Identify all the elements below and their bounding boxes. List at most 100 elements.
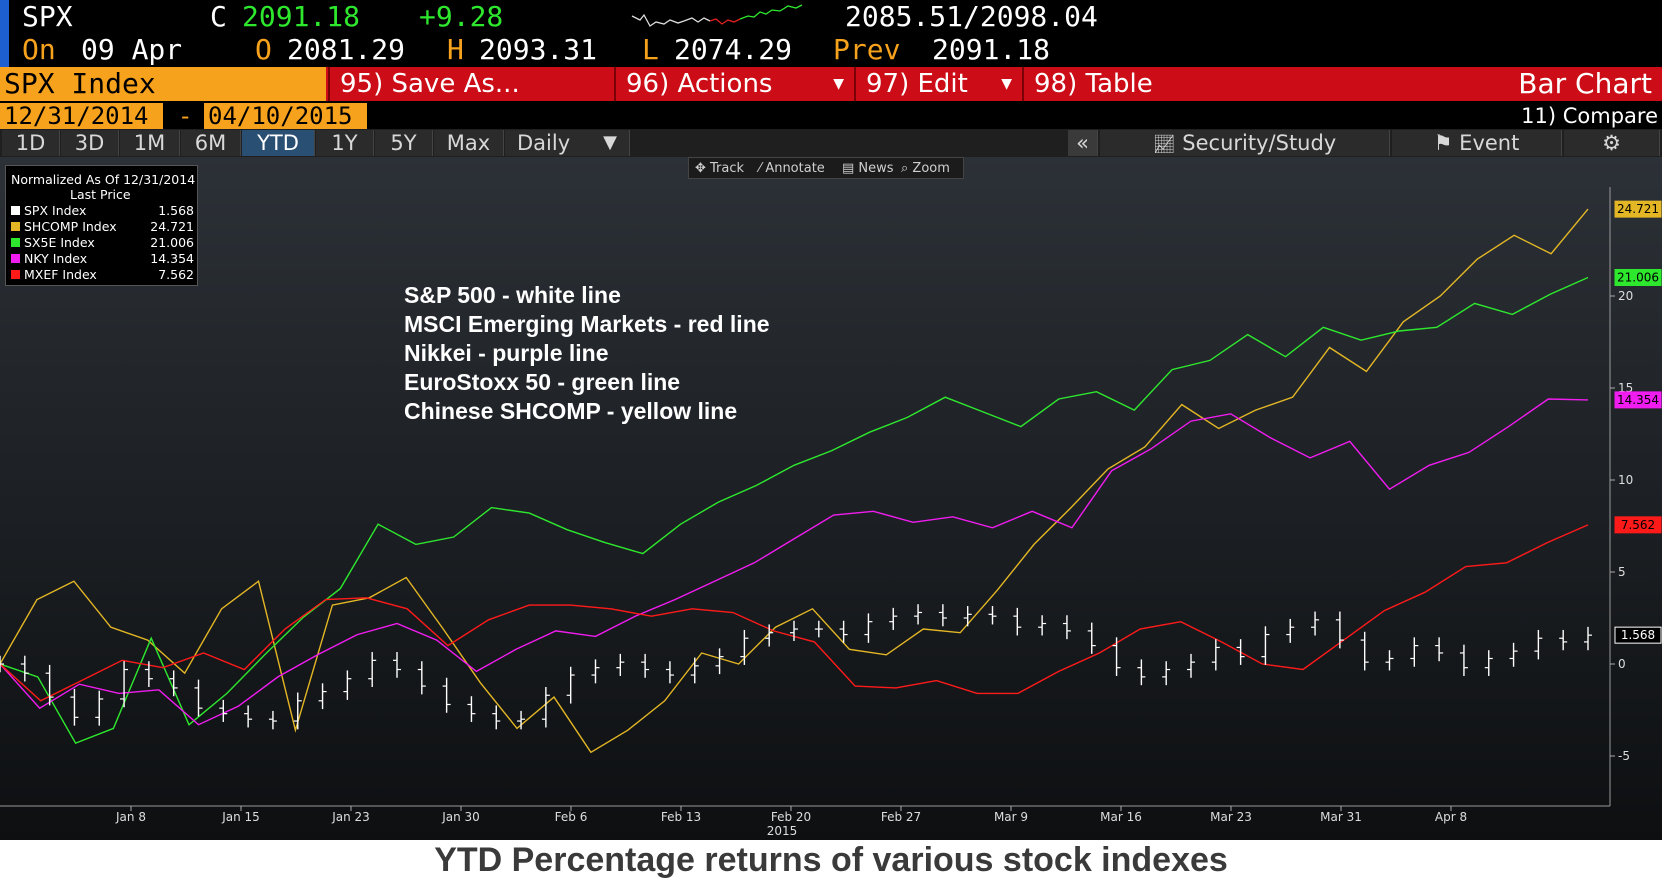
last-value-tag	[1614, 268, 1662, 286]
x-tick-label: Jan 30	[441, 810, 480, 824]
legend-name: SHCOMP Index	[24, 219, 117, 234]
on-label: On	[22, 33, 56, 66]
high-label: H	[447, 33, 464, 66]
actions-menu[interactable]: 96) Actions ▼	[614, 67, 854, 101]
ticker: SPX	[22, 0, 73, 33]
legend-title: Normalized As Of 12/31/2014	[11, 172, 196, 187]
chart-type-title: Bar Chart	[1518, 67, 1652, 100]
frequency-dropdown[interactable]: Daily ▼	[505, 130, 630, 156]
settings-button[interactable]: ⚙	[1564, 130, 1660, 156]
tab-max[interactable]: Max	[434, 130, 504, 156]
tab-1d[interactable]: 1D	[2, 130, 60, 156]
event-label: Event	[1459, 131, 1520, 155]
x-tick-label: Feb 20	[771, 810, 811, 824]
tab-6m[interactable]: 6M	[181, 130, 241, 156]
annotation-text: S&P 500 - white line MSCI Emerging Marke…	[404, 281, 770, 426]
y-tick-label: -5	[1618, 749, 1630, 763]
edit-dropdown-icon: ▼	[1001, 76, 1012, 92]
series-line-sx5e	[0, 276, 1589, 744]
x-tick-label: Jan 8	[115, 810, 146, 824]
date-separator: -	[178, 102, 193, 130]
open-price: 2081.29	[287, 33, 406, 66]
date-range-row: 12/31/2014 - 04/10/2015 11) Compare	[0, 101, 1662, 129]
legend-value: 21.006	[150, 235, 194, 250]
legend-swatch	[11, 222, 20, 231]
frequency-label: Daily	[517, 131, 571, 155]
actions-dropdown-icon: ▼	[833, 76, 844, 92]
chart-area[interactable]: -5 0 5 10 15 20 Jan 8 Jan 15 Jan 23 Jan 30 Feb 6 Fe…	[0, 157, 1662, 840]
menu-bar: SPX Index 95) Save As... 96) Actions ▼ 9…	[0, 67, 1662, 101]
tab-1y[interactable]: 1Y	[316, 130, 374, 156]
series-line-mxef	[0, 524, 1589, 702]
last-value-tag	[1614, 516, 1662, 534]
quote-row-2: On 09 Apr O 2081.29 H 2093.31 L 2074.29 …	[0, 33, 1662, 67]
tab-5y[interactable]: 5Y	[375, 130, 433, 156]
security-study-button[interactable]: 📈︎ Security/Study	[1100, 130, 1390, 156]
legend-swatch	[11, 238, 20, 247]
zoom-tool[interactable]: ⌕ Zoom	[901, 161, 950, 176]
open-label: O	[255, 33, 272, 66]
annotate-tool[interactable]: ⁄ Annotate	[759, 161, 825, 176]
x-tick-label: Mar 23	[1210, 810, 1252, 824]
event-button[interactable]: ⚑ Event	[1392, 130, 1562, 156]
news-tool[interactable]: ▤ News	[842, 161, 894, 176]
x-tick-label: Mar 31	[1320, 810, 1362, 824]
security-marker-2	[0, 33, 9, 67]
track-tool[interactable]: ✥ Track	[695, 161, 745, 176]
legend-value: 1.568	[158, 203, 194, 218]
legend-value: 14.354	[150, 251, 194, 266]
security-field[interactable]: SPX Index	[0, 67, 326, 101]
security-marker	[0, 0, 9, 34]
collapse-button[interactable]: «	[1068, 130, 1098, 156]
last-value-label: 14.354	[1617, 393, 1659, 407]
high-price: 2093.31	[479, 33, 598, 66]
save-as-menu[interactable]: 95) Save As...	[328, 67, 614, 101]
y-tick-label: 20	[1618, 289, 1633, 303]
series-line-nky	[0, 398, 1589, 726]
legend-item-mxef: MXEF Index 7.562	[11, 267, 194, 282]
tab-3d[interactable]: 3D	[61, 130, 119, 156]
x-tick-label: Mar 16	[1100, 810, 1142, 824]
tab-1m[interactable]: 1M	[120, 130, 180, 156]
prev-label: Prev	[833, 33, 901, 66]
low-label: L	[642, 33, 659, 66]
chart-toolbar: ✥ Track ⁄ Annotate ▤ News ⌕ Zoom	[688, 157, 964, 179]
legend-item-spx: SPX Index 1.568	[11, 203, 194, 218]
y-tick-label: 10	[1618, 473, 1633, 487]
close-price: 2091.18	[242, 0, 361, 33]
last-value-tag	[1614, 391, 1662, 409]
last-value-label: 7.562	[1621, 518, 1655, 532]
tab-ytd[interactable]: YTD	[242, 130, 315, 156]
last-value-label: 24.721	[1617, 202, 1659, 216]
figure-caption: YTD Percentage returns of various stock …	[0, 840, 1662, 880]
legend-name: SPX Index	[24, 203, 87, 218]
start-date-field[interactable]: 12/31/2014	[0, 103, 163, 129]
actions-label: 96) Actions	[626, 69, 773, 99]
table-menu[interactable]: 98) Table	[1022, 67, 1182, 101]
end-date-field[interactable]: 04/10/2015	[204, 103, 367, 129]
gear-icon: ⚙	[1602, 131, 1621, 155]
x-tick-label: Apr 8	[1435, 810, 1467, 824]
series-line-shcomp	[0, 208, 1589, 754]
quote-date: 09 Apr	[81, 33, 183, 66]
zoom-label: Zoom	[912, 161, 950, 176]
annotate-label: Annotate	[765, 161, 825, 176]
x-tick-label: Feb 27	[881, 810, 921, 824]
last-value-label: 1.568	[1621, 628, 1655, 642]
annotation-line: S&P 500 - white line	[404, 282, 621, 308]
legend-swatch	[11, 270, 20, 279]
x-tick-label: Jan 15	[221, 810, 260, 824]
table-label: 98) Table	[1034, 69, 1153, 99]
x-tick-label: Feb 13	[661, 810, 701, 824]
x-tick-label: Mar 9	[994, 810, 1028, 824]
compare-button[interactable]: 11) Compare	[1521, 104, 1658, 128]
chart-legend[interactable]: Normalized As Of 12/31/2014 Last Price S…	[5, 165, 198, 286]
edit-menu[interactable]: 97) Edit ▼	[854, 67, 1022, 101]
legend-name: NKY Index	[24, 251, 88, 266]
x-year-label: 2015	[767, 824, 798, 838]
y-tick-label: 5	[1618, 565, 1626, 579]
prev-price: 2091.18	[932, 33, 1051, 66]
y-tick-label: 0	[1618, 657, 1626, 671]
x-tick-label: Jan 23	[331, 810, 370, 824]
